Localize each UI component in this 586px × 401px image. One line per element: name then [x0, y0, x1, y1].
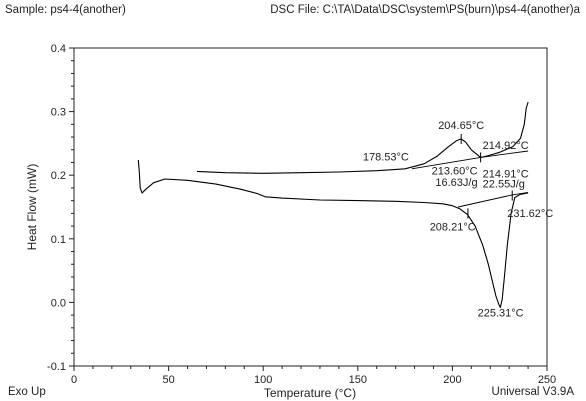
x-axis-label: Temperature (°C): [264, 386, 356, 400]
annotation-label: 214.91°C: [483, 169, 529, 181]
x-tick-label: 0: [71, 374, 77, 386]
y-tick-label: 0.1: [51, 234, 66, 246]
x-tick-label: 150: [349, 374, 367, 386]
annotation-label: 204.65°C: [438, 120, 484, 132]
heat-flow-curve-2: [137, 159, 529, 309]
y-tick-label: 0.4: [51, 43, 66, 55]
heat-flow-curve-1: [196, 101, 529, 174]
x-tick-label: 100: [254, 374, 272, 386]
x-axis-ticks: 0 50 100 150 200 250: [71, 366, 556, 386]
marker-layer: [460, 133, 513, 219]
y-axis-ticks: -0.1 0.0 0.1 0.2 0.3 0.4: [47, 43, 74, 373]
y-tick-label: 0.3: [51, 107, 66, 119]
x-tick-label: 50: [162, 374, 174, 386]
x-tick-label: 200: [443, 374, 461, 386]
annotation-label: 16.63J/g: [435, 177, 477, 189]
y-tick-label: -0.1: [47, 361, 66, 373]
y-axis-label: Heat Flow (mW): [25, 164, 39, 251]
sample-label: Sample: ps4-4(another): [5, 4, 126, 16]
software-version-label: Universal V3.9A: [491, 386, 574, 398]
annotation-label: 208.21°C: [430, 222, 476, 234]
integration-baseline-2: [458, 191, 529, 208]
x-tick-label: 250: [538, 374, 556, 386]
annotation-label: 213.60°C: [432, 166, 478, 178]
annotation-label: 178.53°C: [363, 152, 409, 164]
annotation-layer: 204.65°C 178.53°C 214.92°C 213.60°C16.63J/g…: [363, 120, 553, 320]
annotation-label: 225.31°C: [478, 307, 524, 319]
dsc-file-label: DSC File: C:\TA\Data\DSC\system\PS(burn)…: [270, 4, 580, 16]
y-tick-label: 0.0: [51, 297, 66, 309]
plot-frame: [73, 47, 548, 367]
y-tick-label: 0.2: [51, 170, 66, 182]
series-layer: [137, 101, 529, 309]
exo-up-label: Exo Up: [8, 386, 46, 398]
annotation-label: 214.92°C: [483, 140, 529, 152]
annotation-label: 22.55J/g: [483, 178, 525, 190]
annotation-label: 231.62°C: [507, 208, 553, 220]
